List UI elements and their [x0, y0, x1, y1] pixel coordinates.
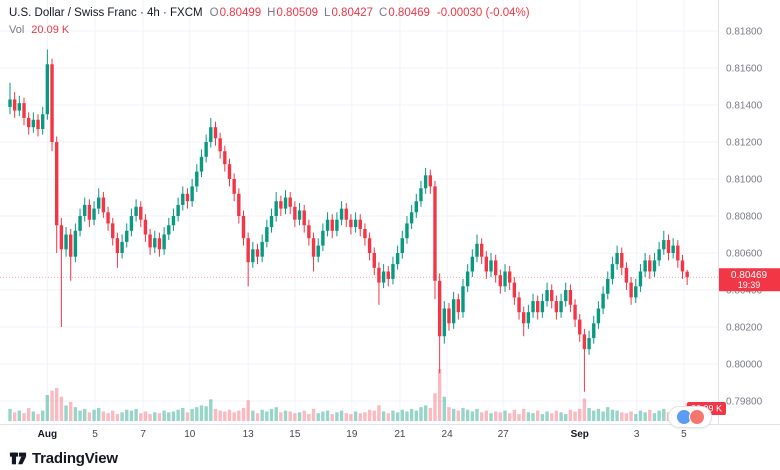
change-value: -0.00030 (-0.04%) — [436, 7, 530, 19]
volume-series — [8, 369, 689, 421]
svg-text:0.81200: 0.81200 — [726, 138, 763, 149]
tradingview-logo-text: TradingView — [32, 449, 118, 467]
time-axis-labels[interactable]: Aug 5 7 10 13 15 19 21 24 27 Sep 3 5 — [38, 429, 687, 440]
svg-text:7: 7 — [140, 429, 146, 440]
axis-borders — [0, 0, 780, 425]
candlestick-chart-canvas[interactable]: 0.81800 0.81600 0.81400 0.81200 0.81000 0.808… — [0, 0, 780, 445]
svg-text:0.80469: 0.80469 — [731, 270, 768, 281]
svg-text:0.81400: 0.81400 — [726, 101, 763, 112]
ohlc-values: O 0.80499 H 0.80509 L 0.80427 C 0.80469 — [210, 7, 430, 19]
svg-text:19:39: 19:39 — [738, 280, 761, 290]
svg-text:5: 5 — [92, 429, 98, 440]
svg-text:Sep: Sep — [571, 429, 589, 440]
open-value: 0.80499 — [219, 7, 262, 19]
price-axis-labels[interactable]: 0.81800 0.81600 0.81400 0.81200 0.81000 0.808… — [726, 27, 763, 408]
svg-text:5: 5 — [681, 429, 687, 440]
svg-text:15: 15 — [289, 429, 301, 440]
close-value: 0.80469 — [388, 7, 430, 19]
close-label: C — [379, 7, 388, 19]
svg-text:0.81000: 0.81000 — [726, 175, 763, 186]
volume-value: 20.09 K — [31, 24, 70, 36]
svg-text:0.81800: 0.81800 — [726, 27, 763, 38]
high-label: H — [267, 7, 276, 19]
svg-text:0.81600: 0.81600 — [726, 64, 763, 75]
legend-row-volume: Vol 20.09 K — [9, 24, 530, 36]
emoji-reaction-bubble[interactable] — [668, 406, 712, 428]
high-value: 0.80509 — [276, 7, 319, 19]
tradingview-logo[interactable]: TradingView — [9, 449, 118, 467]
low-label: L — [324, 7, 331, 19]
svg-text:0.80600: 0.80600 — [726, 249, 763, 260]
low-value: 0.80427 — [331, 7, 374, 19]
svg-text:0.80800: 0.80800 — [726, 212, 763, 223]
candlestick-series — [8, 49, 689, 392]
svg-text:24: 24 — [442, 429, 454, 440]
svg-text:0.80200: 0.80200 — [726, 323, 763, 334]
svg-text:10: 10 — [184, 429, 196, 440]
emoji-red-icon — [688, 409, 705, 425]
svg-text:0.80000: 0.80000 — [726, 360, 763, 371]
svg-text:0.79800: 0.79800 — [726, 397, 763, 408]
svg-text:27: 27 — [498, 429, 510, 440]
svg-text:3: 3 — [634, 429, 640, 440]
volume-label: Vol — [9, 24, 25, 36]
tradingview-logo-icon — [9, 452, 27, 465]
svg-text:13: 13 — [243, 429, 255, 440]
svg-text:21: 21 — [394, 429, 406, 440]
svg-text:19: 19 — [346, 429, 358, 440]
symbol-title[interactable]: U.S. Dollar / Swiss Franc · 4h · FXCM — [9, 7, 203, 19]
open-label: O — [209, 7, 219, 19]
svg-text:Aug: Aug — [38, 429, 57, 440]
